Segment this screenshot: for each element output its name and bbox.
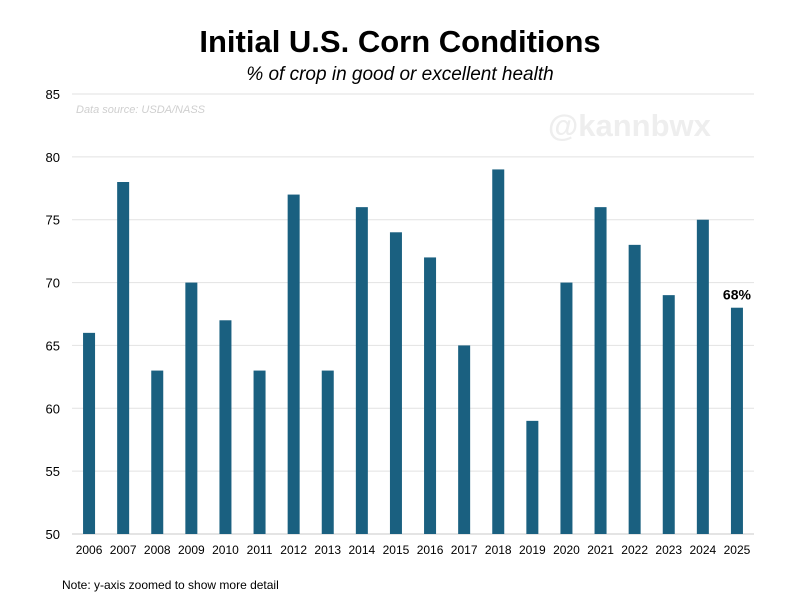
bar-2015 [389, 232, 402, 535]
bar-2008 [151, 370, 164, 534]
bar-2021 [594, 207, 607, 534]
watermark: @kannbwx [548, 108, 711, 143]
x-tick-label: 2010 [212, 543, 239, 557]
annotations: 68% [723, 287, 752, 303]
y-axis-ticks: 50 55 60 65 70 75 80 85 [46, 87, 60, 542]
x-tick-label: 2025 [724, 543, 751, 557]
x-tick-label: 2024 [689, 543, 716, 557]
x-tick-label: 2019 [519, 543, 546, 557]
x-tick-label: 2014 [348, 543, 375, 557]
bar-2016 [424, 257, 437, 534]
bar-2011 [253, 370, 266, 534]
bar-2014 [355, 207, 368, 534]
y-tick-label: 65 [46, 338, 60, 353]
bar-2007 [117, 182, 130, 534]
bar-2022 [628, 244, 641, 534]
y-tick-label: 50 [46, 527, 60, 542]
x-tick-label: 2020 [553, 543, 580, 557]
x-tick-label: 2022 [621, 543, 648, 557]
y-tick-label: 60 [46, 401, 60, 416]
x-tick-label: 2018 [485, 543, 512, 557]
bar-2012 [287, 194, 300, 535]
x-tick-label: 2012 [280, 543, 307, 557]
bar-2006 [83, 332, 96, 534]
data-label: 68% [723, 287, 752, 303]
x-tick-label: 2015 [383, 543, 410, 557]
bar-2009 [185, 282, 198, 534]
bars [83, 169, 743, 535]
bar-2025 [730, 307, 743, 534]
bar-2017 [458, 345, 471, 534]
x-tick-label: 2007 [110, 543, 137, 557]
y-tick-label: 70 [46, 276, 60, 291]
y-tick-label: 85 [46, 87, 60, 102]
bar-2024 [696, 219, 709, 534]
bar-2013 [321, 370, 334, 534]
y-tick-label: 80 [46, 150, 60, 165]
x-tick-label: 2017 [451, 543, 478, 557]
x-tick-label: 2008 [144, 543, 171, 557]
bar-2018 [492, 169, 505, 534]
x-tick-label: 2016 [417, 543, 444, 557]
chart-subtitle: % of crop in good or excellent health [246, 64, 554, 85]
x-tick-label: 2013 [314, 543, 341, 557]
gridlines [72, 93, 754, 535]
x-tick-label: 2011 [247, 543, 273, 557]
bar-2020 [560, 282, 573, 534]
data-source-label: Data source: USDA/NASS [76, 104, 205, 116]
bar-2010 [219, 320, 232, 534]
y-tick-label: 75 [46, 213, 60, 228]
x-tick-label: 2023 [655, 543, 682, 557]
bar-2019 [526, 420, 539, 534]
y-tick-label: 55 [46, 464, 60, 479]
x-axis-ticks: 2006 2007 2008 2009 2010 2011 2012 2013 2014 2015… [76, 543, 751, 557]
x-tick-label: 2009 [178, 543, 205, 557]
x-tick-label: 2006 [76, 543, 103, 557]
chart-title: Initial U.S. Corn Conditions [199, 24, 601, 59]
bar-2023 [662, 295, 675, 534]
x-tick-label: 2021 [587, 543, 614, 557]
footnote: Note: y-axis zoomed to show more detail [62, 578, 279, 592]
